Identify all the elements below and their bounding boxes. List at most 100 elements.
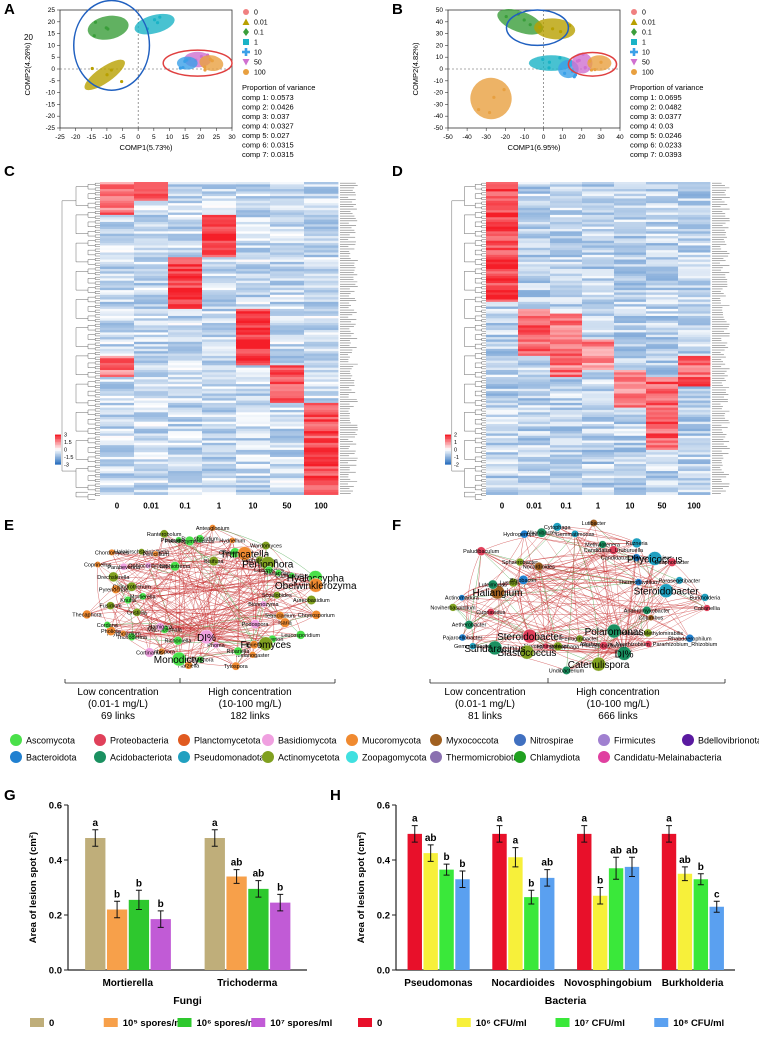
legend-label: 10⁶ CFU/ml (476, 1018, 527, 1029)
heatmap-cell (100, 358, 134, 361)
heatmap-cell (678, 408, 710, 411)
heatmap-cell (550, 253, 582, 256)
heatmap-cell (646, 377, 678, 380)
heatmap-cell (304, 281, 338, 284)
heatmap-cell (486, 471, 518, 474)
heatmap-cell (678, 448, 710, 451)
heatmap-cell (134, 386, 168, 389)
sample-point (502, 88, 505, 91)
heatmap-cell (236, 215, 270, 218)
heatmap-cell (518, 292, 550, 295)
heatmap-cell (678, 384, 710, 387)
heatmap-cell (614, 229, 646, 232)
heatmap-cell (646, 492, 678, 495)
heatmap-cell (270, 361, 304, 364)
heatmap-cell (614, 215, 646, 218)
heatmap-cell (614, 250, 646, 253)
heatmap-cell (168, 311, 202, 314)
heatmap-cell (646, 243, 678, 246)
heatmap-cell (582, 335, 614, 338)
heatmap-cell (518, 210, 550, 213)
dendrogram-branch (95, 432, 100, 434)
heatmap-cell (236, 250, 270, 253)
heatmap-cell (168, 398, 202, 401)
heatmap-cell (582, 243, 614, 246)
heatmap-cell (518, 349, 550, 352)
heatmap-cell (202, 198, 236, 201)
heatmap-cell (270, 480, 304, 483)
heatmap-cell (550, 295, 582, 298)
heatmap-cell (614, 332, 646, 335)
dendrogram-branch (475, 382, 481, 387)
dendrogram-branch (482, 258, 486, 260)
heatmap-cell (678, 450, 710, 453)
heatmap-cell (582, 403, 614, 406)
heatmap-cell (518, 201, 550, 204)
heatmap-cell (304, 253, 338, 256)
heatmap-cell (304, 203, 338, 206)
heatmap-cell (100, 215, 134, 218)
heatmap-cell (168, 297, 202, 300)
dendrogram-branch (482, 197, 486, 199)
heatmap-cell (270, 269, 304, 272)
heatmap-cell (582, 248, 614, 251)
heatmap-cell (134, 464, 168, 467)
heatmap-cell (582, 281, 614, 284)
heatmap-cell (646, 464, 678, 467)
heatmap-column-label: 0 (115, 502, 120, 511)
heatmap-cell (202, 490, 236, 493)
heatmap-cell (134, 241, 168, 244)
heatmap-cell (304, 339, 338, 342)
heatmap-cell (134, 245, 168, 248)
heatmap-cell (270, 354, 304, 357)
dendrogram-branch (95, 301, 100, 303)
heatmap-cell (614, 236, 646, 239)
panel-label-d: D (392, 163, 403, 180)
y-tick-label: 0.6 (49, 801, 62, 812)
heatmap-cell (518, 281, 550, 284)
heatmap-cell (646, 488, 678, 491)
heatmap-cell (646, 356, 678, 359)
heatmap-cell (270, 419, 304, 422)
heatmap-cell (678, 194, 710, 197)
dendrogram-branch (475, 466, 481, 471)
heatmap-cell (550, 302, 582, 305)
heatmap-cell (304, 464, 338, 467)
heatmap-cell (168, 410, 202, 413)
heatmap-cell (582, 182, 614, 185)
heatmap-cell (614, 260, 646, 263)
network-node-label: Ferruginibacter (561, 637, 598, 643)
network-e-high-links: 182 links (230, 711, 269, 722)
heatmap-cell (678, 274, 710, 277)
heatmap-cell (518, 194, 550, 197)
y-tick-label: 20 (48, 19, 56, 26)
heatmap-cell (678, 492, 710, 495)
dendrogram-branch (95, 258, 100, 260)
heatmap-cell (202, 297, 236, 300)
heatmap-cell (582, 238, 614, 241)
heatmap-cell (614, 457, 646, 460)
heatmap-cell (236, 382, 270, 385)
heatmap-cell (518, 415, 550, 418)
heatmap-cell (582, 314, 614, 317)
heatmap-cell (550, 401, 582, 404)
heatmap-cell (304, 424, 338, 427)
heatmap-cell (550, 191, 582, 194)
heatmap-cell (646, 295, 678, 298)
heatmap-cell (582, 260, 614, 263)
heatmap-cell (550, 292, 582, 295)
heatmap-cell (168, 452, 202, 455)
dendrogram-branch (95, 310, 100, 312)
legend-label: 10⁷ CFU/ml (575, 1018, 625, 1029)
significance-letter: ab (541, 858, 553, 869)
heatmap-cell (486, 255, 518, 258)
heatmap-cell (582, 349, 614, 352)
heatmap-cell (236, 220, 270, 223)
network-node-label: Lutibacter (582, 521, 606, 527)
heatmap-cell (550, 307, 582, 310)
dendrogram-branch (95, 395, 100, 397)
phylum-swatch (514, 734, 526, 746)
dendrogram-branch (464, 412, 475, 431)
network-node-label: Phoma (207, 643, 225, 649)
dendrogram-branch (95, 470, 100, 472)
